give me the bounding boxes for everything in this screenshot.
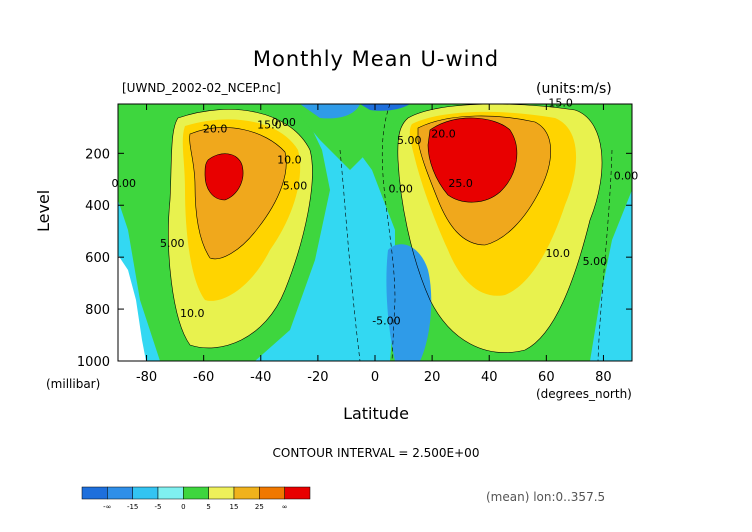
equatorial-easterly-pocket: [386, 244, 432, 361]
colorbar: -∞ -15 -5 0 5 15 25 ∞: [81, 486, 311, 511]
colorbar-swatch: [81, 486, 108, 500]
y-tick-label: 1000: [77, 355, 110, 370]
contour-label: 20.0: [203, 123, 228, 136]
contour-label: 10.0: [180, 307, 205, 320]
dataset-label: [UWND_2002-02_NCEP.nc]: [122, 81, 281, 95]
colorbar-swatch: [107, 486, 133, 500]
x-axis-unit: (degrees_north): [536, 387, 632, 401]
contour-line: [168, 109, 313, 349]
contour-label: -5.00: [372, 315, 400, 328]
x-tick-label: 20: [424, 370, 441, 385]
upper-easterly-core: [360, 104, 410, 111]
chart-title: Monthly Mean U-wind: [252, 47, 500, 71]
contour-label: 10.0: [277, 154, 302, 167]
contour-line: [189, 127, 287, 260]
x-axis-label: Latitude: [343, 404, 409, 423]
units-label: (units:m/s): [536, 81, 612, 97]
contour-label: 25.0: [448, 177, 473, 190]
averaging-footer-note: (mean) lon:0..357.5: [486, 490, 606, 504]
contour-lines: [168, 104, 613, 361]
colorbar-label: -5: [155, 503, 162, 511]
colorbar-swatch: [183, 486, 209, 500]
upper-easterly-pocket: [300, 104, 360, 119]
colorbar-label: ∞: [282, 503, 288, 511]
colorbar-swatch: [208, 486, 235, 500]
contour-interval-note: CONTOUR INTERVAL = 2.500E+00: [272, 446, 480, 460]
contour-label: 5.00: [160, 237, 185, 250]
contour-line: [381, 104, 396, 361]
colorbar-label: 5: [206, 503, 210, 511]
y-axis: 200 400 600 800 1000: [77, 147, 632, 370]
colorbar-swatch: [157, 486, 184, 500]
colorbar-label: 0: [181, 503, 185, 511]
x-tick-label: 40: [481, 370, 498, 385]
x-tick-label: -60: [193, 370, 214, 385]
contour-label: 15.0: [548, 97, 573, 110]
colorbar-swatch: [284, 486, 311, 500]
contour-label: 10.0: [546, 247, 571, 260]
x-tick-label: -20: [307, 370, 328, 385]
y-tick-label: 600: [85, 251, 110, 266]
colorbar-label: -∞: [103, 503, 111, 511]
contour-label: 5.00: [397, 134, 422, 147]
contour-label: 0.00: [111, 177, 136, 190]
contour-line: [427, 117, 518, 203]
colorbar-label: 15: [230, 503, 239, 511]
y-tick-label: 200: [85, 147, 110, 162]
contour-line: [397, 104, 603, 353]
colorbar-swatch: [233, 486, 260, 500]
y-tick-label: 800: [85, 303, 110, 318]
contour-label: 0.00: [388, 182, 413, 195]
x-tick-label: 80: [595, 370, 612, 385]
north-jet-core: [428, 117, 517, 203]
y-axis-unit: (millibar): [46, 377, 101, 391]
south-jet-core: [205, 153, 244, 200]
tropical-upper-band: [290, 104, 410, 170]
y-tick-label: 400: [85, 199, 110, 214]
contour-label: 0.00: [614, 169, 639, 182]
contour-label: 0.00: [271, 116, 296, 129]
colorbar-label: -15: [127, 503, 138, 511]
colorbar-swatch: [259, 486, 285, 500]
contour-line: [339, 149, 361, 361]
x-tick-label: -40: [250, 370, 271, 385]
contour-label: 15.0: [257, 119, 282, 132]
colorbar-swatch: [132, 486, 159, 500]
x-tick-label: 60: [538, 370, 555, 385]
contour-line: [204, 153, 244, 201]
colorbar-label: 25: [255, 503, 264, 511]
x-tick-label: 0: [371, 370, 379, 385]
x-axis: -80 -60 -40 -20 0 20 40 60 80: [136, 104, 612, 385]
below-ground-mask: [118, 255, 146, 361]
contour-label: 20.0: [431, 128, 456, 141]
contour-label: 5.00: [583, 255, 608, 268]
contour-line: [417, 115, 551, 246]
contour-label: 5.00: [283, 180, 308, 193]
x-tick-label: -80: [136, 370, 157, 385]
